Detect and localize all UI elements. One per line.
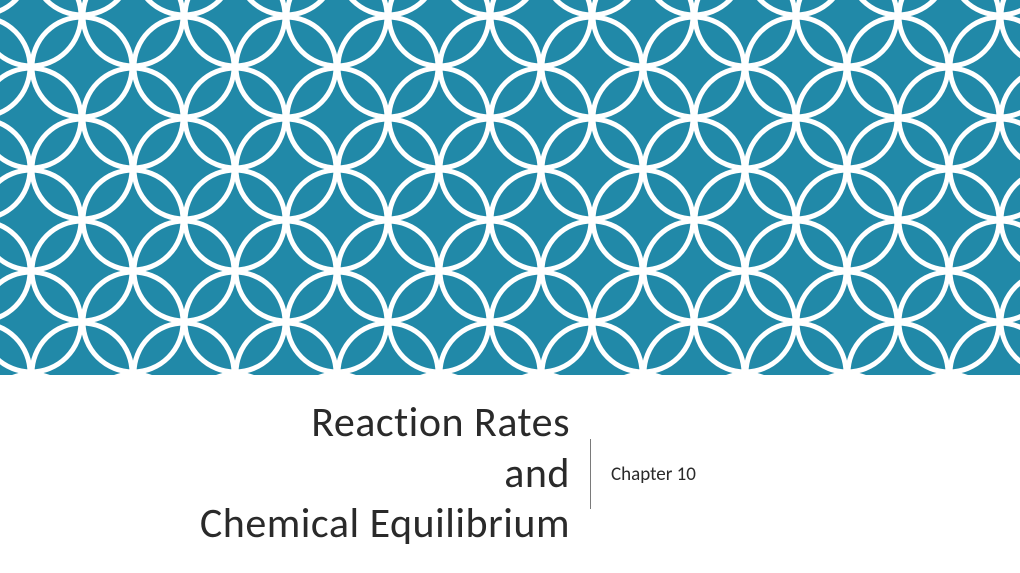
content-area: Reaction Rates and Chemical Equilibrium … [0,375,1020,573]
subtitle-block: Chapter 10 [591,463,1020,486]
title-line-3: Chemical Equilibrium [0,499,570,549]
title-line-1: Reaction Rates [0,398,570,448]
decorative-pattern [0,0,1020,375]
chapter-label: Chapter 10 [611,463,1020,486]
title-line-2: and [0,449,570,499]
title-block: Reaction Rates and Chemical Equilibrium [0,398,590,549]
